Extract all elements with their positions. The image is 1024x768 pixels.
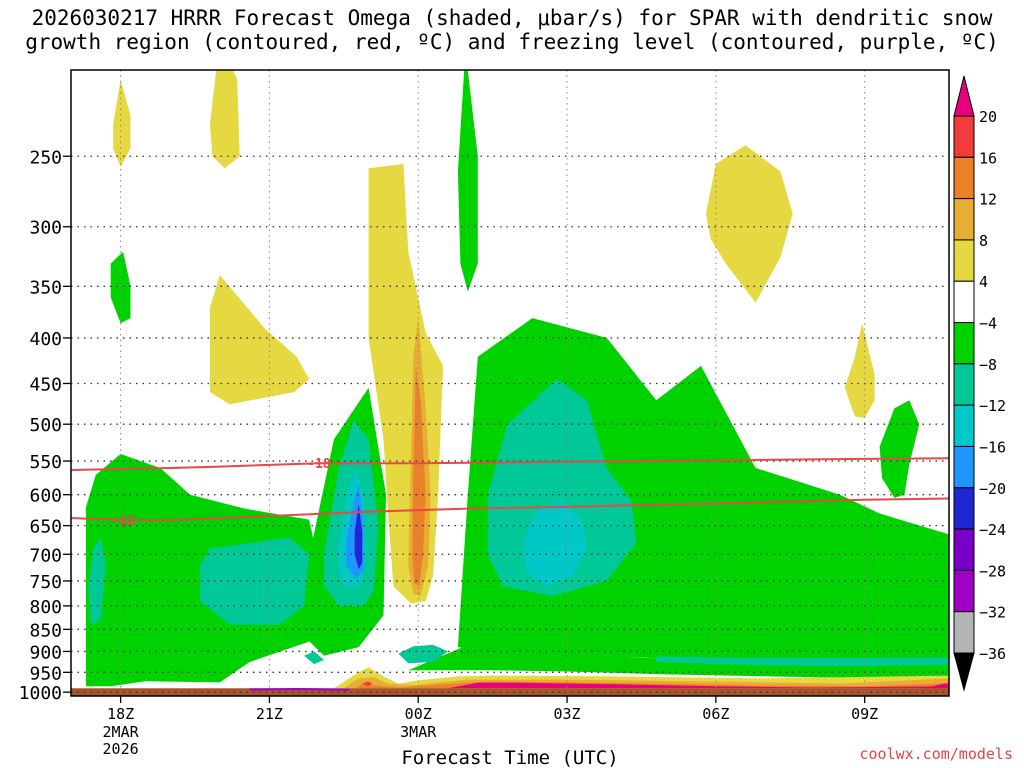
colorbar-segment-10 [953, 528, 975, 571]
y-tick-label-650: 650 [29, 517, 62, 538]
x-tick-label-18Z: 18Z [107, 705, 134, 723]
omega-region-6 [879, 400, 920, 498]
x-tick-label-21Z: 21Z [256, 705, 283, 723]
contour-label-1: -12 [111, 514, 134, 529]
colorbar-segment-7 [953, 404, 975, 447]
x-tick-label-03Z: 03Z [553, 705, 580, 723]
contour-line-0 [71, 457, 949, 471]
omega-region-12 [398, 644, 448, 664]
colorbar-segment-0 [953, 115, 975, 158]
y-tick-label-700: 700 [29, 545, 62, 566]
omega-region-17 [354, 504, 363, 570]
y-tick-label-900: 900 [29, 642, 62, 663]
omega-region-30 [924, 683, 949, 689]
chart-title-line2: growth region (contoured, red, ºC) and f… [25, 30, 999, 54]
colorbar-label-6: −8 [979, 356, 997, 374]
colorbar-label-7: −12 [979, 397, 1006, 415]
colorbar-segment-3 [953, 239, 975, 282]
colorbar-label-4: 4 [979, 273, 988, 291]
y-tick-label-500: 500 [29, 415, 62, 436]
colorbar-segment-1 [953, 156, 975, 200]
chart-title-line1: 2026030217 HRRR Forecast Omega (shaded, … [31, 6, 993, 30]
colorbar-segment-2 [953, 198, 975, 241]
colorbar-label-5: −4 [979, 315, 997, 333]
y-tick-label-1000: 1000 [19, 683, 62, 704]
omega-region-4 [110, 251, 131, 324]
omega-region-13 [304, 651, 324, 665]
colorbar: 20 16 12 8 4 −4 −8 −12 −16 −20 −24 −28 −32 −36 [953, 75, 1006, 692]
omega-region-19 [209, 275, 310, 405]
omega-region-22 [705, 145, 793, 303]
colorbar-bottom-arrow [953, 652, 975, 692]
colorbar-segment-11 [953, 569, 975, 613]
colorbar-label-3: 8 [979, 232, 988, 250]
colorbar-label-8: −16 [979, 438, 1006, 456]
y-tick-label-800: 800 [29, 597, 62, 618]
chart-title: 2026030217 HRRR Forecast Omega (shaded, … [0, 6, 1024, 54]
omega-region-15 [522, 501, 587, 587]
shaded-regions [85, 70, 949, 689]
y-tick-label-450: 450 [29, 374, 62, 395]
colorbar-label-10: −24 [979, 521, 1006, 539]
colorbar-label-1: 16 [979, 149, 997, 167]
colorbar-top-arrow [953, 75, 975, 117]
omega-region-7 [200, 537, 310, 625]
x-tick-label-06Z: 06Z [702, 705, 729, 723]
freezing-level-line [249, 687, 349, 691]
omega-region-11 [656, 656, 949, 667]
contour-line-1 [71, 497, 949, 522]
omega-region-31 [362, 681, 373, 687]
omega-region-29 [448, 682, 949, 689]
omega-region-28 [412, 365, 426, 587]
y-tick-label-750: 750 [29, 572, 62, 593]
y-tick-label-300: 300 [29, 218, 62, 239]
temperature-contours: -18 -12 [71, 457, 949, 691]
colorbar-segment-9 [953, 487, 975, 530]
y-tick-label-950: 950 [29, 663, 62, 684]
ground-surface [71, 688, 949, 696]
ground-layer [71, 688, 949, 696]
x-tick-label-09Z: 09Z [851, 705, 878, 723]
colorbar-label-9: −20 [979, 480, 1006, 498]
y-tick-label-850: 850 [29, 620, 62, 641]
y-tick-label-350: 350 [29, 277, 62, 298]
y-tick-label-250: 250 [29, 147, 62, 168]
colorbar-segment-8 [953, 445, 975, 489]
y-tick-label-550: 550 [29, 452, 62, 473]
y-tick-label-600: 600 [29, 486, 62, 507]
omega-region-20 [209, 70, 240, 169]
x-tick-sublabel-18Z-0: 2MAR [103, 723, 140, 741]
pressure-axis: 2503003504004505005506006507007508008509… [19, 147, 71, 704]
colorbar-segment-12 [953, 611, 975, 654]
contour-label-0: -18 [307, 457, 331, 472]
colorbar-label-13: −36 [979, 645, 1006, 663]
x-axis-label: Forecast Time (UTC) [401, 747, 618, 768]
x-tick-label-00Z: 00Z [405, 705, 432, 723]
x-tick-sublabel-18Z-1: 2026 [103, 740, 139, 758]
x-tick-sublabel-00Z-0: 3MAR [400, 723, 437, 741]
colorbar-label-11: −28 [979, 562, 1006, 580]
colorbar-segment-6 [953, 363, 975, 406]
watermark: coolwx.com/models [859, 745, 1013, 763]
omega-region-5 [457, 70, 478, 292]
colorbar-segment-4 [953, 280, 975, 324]
omega-region-21 [113, 79, 131, 167]
colorbar-label-0: 20 [979, 108, 997, 126]
colorbar-label-12: −32 [979, 604, 1006, 622]
colorbar-label-2: 12 [979, 191, 997, 209]
omega-region-23 [844, 323, 875, 418]
y-tick-label-400: 400 [29, 329, 62, 350]
colorbar-segment-5 [953, 322, 975, 365]
